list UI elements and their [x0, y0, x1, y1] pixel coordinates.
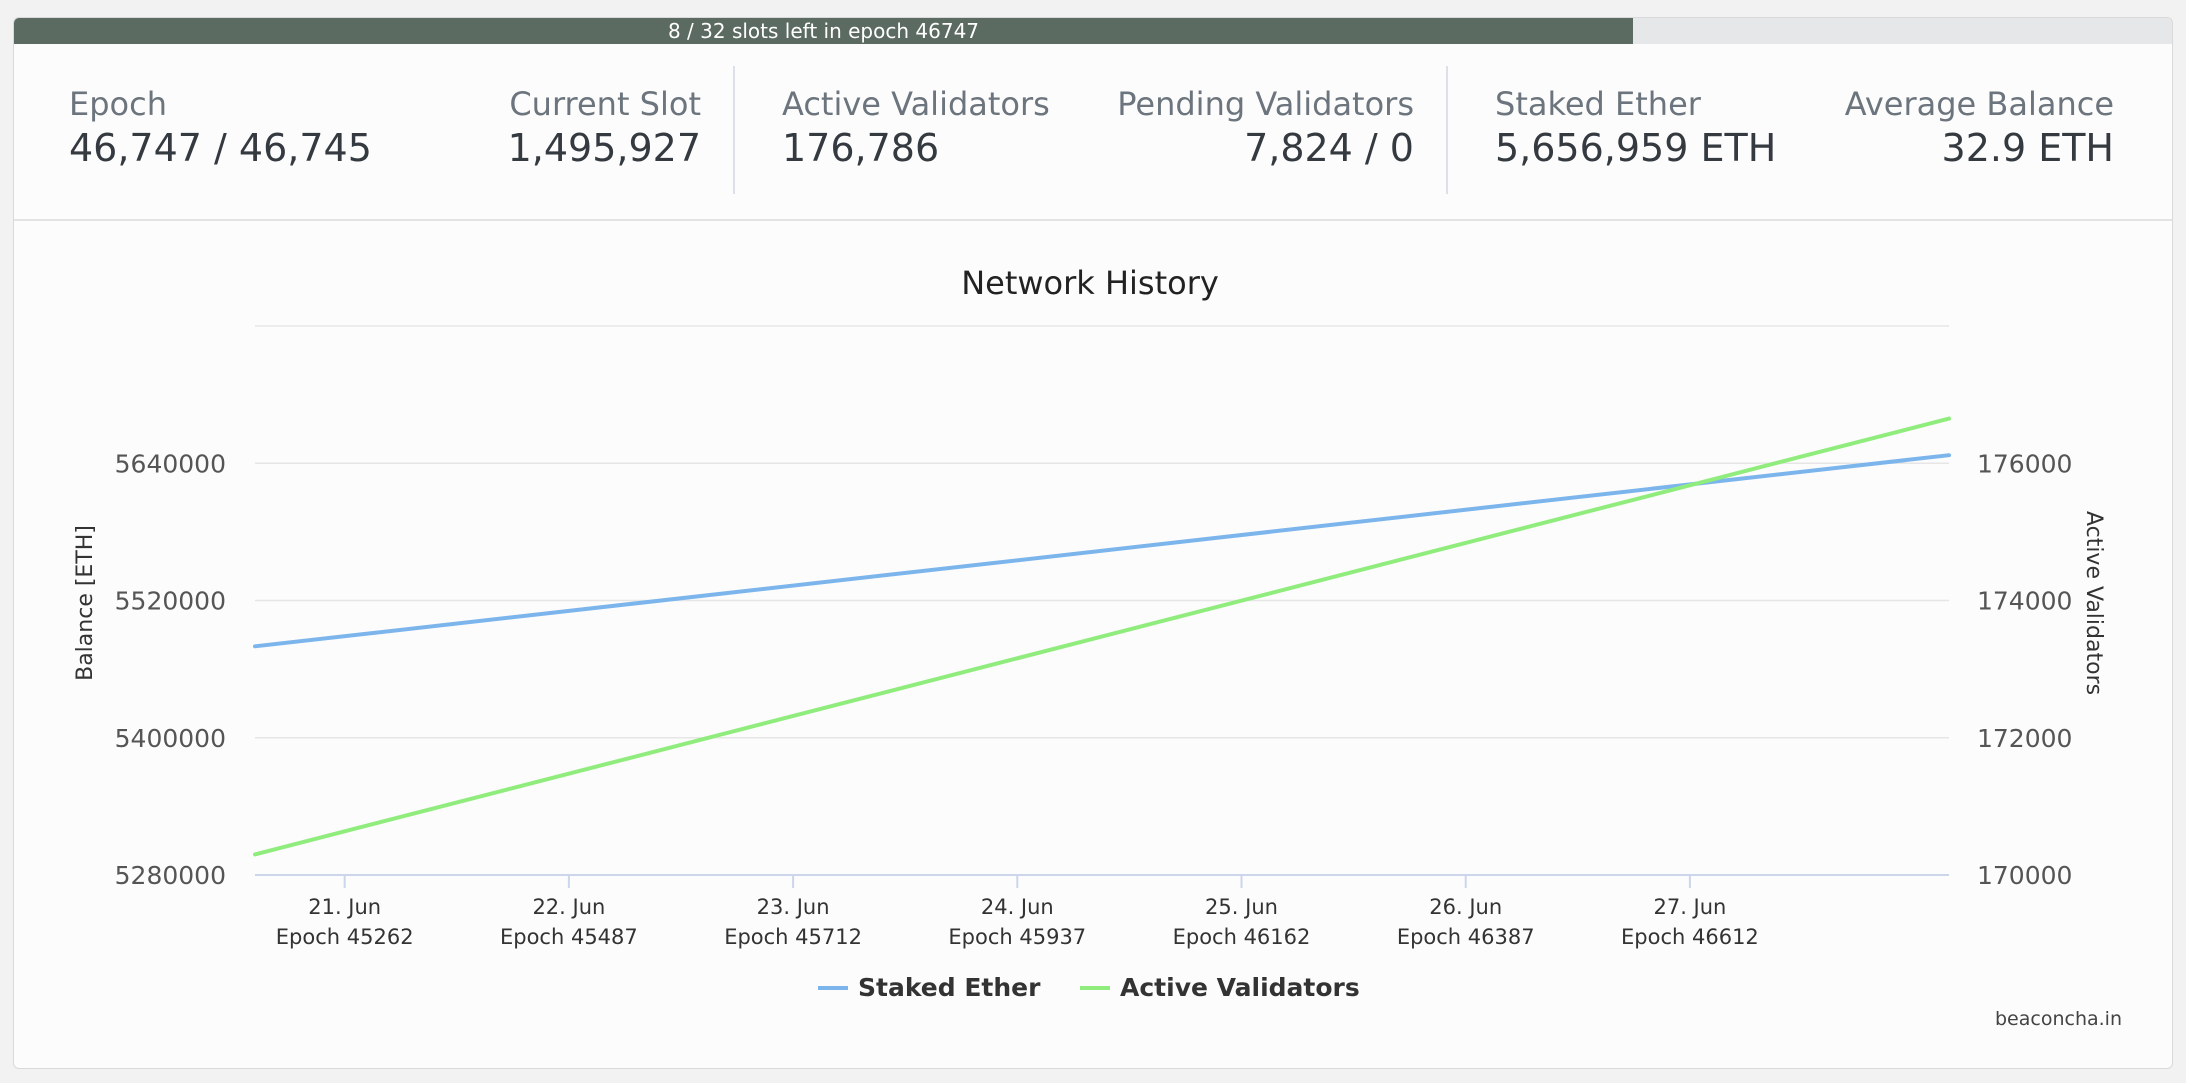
- x-tick-label-date: 24. Jun: [981, 895, 1054, 919]
- stat-active-validators-value: 176,786: [782, 126, 940, 170]
- x-tick-label-epoch: Epoch 45937: [948, 925, 1086, 949]
- stat-average-balance-label: Average Balance: [1844, 85, 2114, 123]
- x-tick-label-date: 26. Jun: [1429, 895, 1502, 919]
- y-axis-left-title: Balance [ETH]: [73, 525, 98, 681]
- y-left-tick-label: 5640000: [115, 449, 226, 478]
- epoch-progress-fill: [14, 18, 1633, 44]
- y-left-tick-label: 5400000: [115, 724, 226, 753]
- stat-active-validators-label: Active Validators: [782, 85, 1050, 123]
- legend-item[interactable]: Active Validators: [1080, 973, 1360, 1002]
- epoch-progress-text: 8 / 32 slots left in epoch 46747: [667, 19, 980, 43]
- stat-average-balance-value: 32.9 ETH: [1941, 126, 2114, 170]
- y-right-tick-label: 172000: [1977, 724, 2072, 753]
- x-tick-label-date: 23. Jun: [757, 895, 830, 919]
- network-card: 8 / 32 slots left in epoch 46747 Epoch 4…: [13, 17, 2173, 1069]
- y-right-tick-label: 170000: [1977, 861, 2072, 890]
- legend-label: Staked Ether: [858, 973, 1041, 1002]
- x-tick-label-epoch: Epoch 46387: [1397, 925, 1535, 949]
- stat-divider: [733, 66, 735, 194]
- stat-current-slot-label: Current Slot: [509, 85, 701, 123]
- stat-average-balance: Average Balance 32.9 ETH: [1845, 84, 2114, 172]
- chart-title: Network History: [961, 264, 1219, 302]
- stats-row: Epoch 46,747 / 46,745 Current Slot 1,495…: [14, 44, 2172, 221]
- stat-epoch-value: 46,747 / 46,745: [69, 126, 372, 170]
- epoch-progress-bar: 8 / 32 slots left in epoch 46747: [14, 18, 2172, 44]
- y-right-tick-label: 174000: [1977, 587, 2072, 616]
- x-tick-label-date: 22. Jun: [532, 895, 605, 919]
- x-tick-label-date: 25. Jun: [1205, 895, 1278, 919]
- stat-staked-ether-label: Staked Ether: [1495, 85, 1701, 123]
- y-right-tick-label: 176000: [1977, 449, 2072, 478]
- stat-epoch-label: Epoch: [69, 85, 167, 123]
- stat-staked-ether-value: 5,656,959 ETH: [1495, 126, 1777, 170]
- x-tick-label-epoch: Epoch 45487: [500, 925, 638, 949]
- x-tick-label-epoch: Epoch 45262: [276, 925, 414, 949]
- network-history-chart: Network History 5280000 5400000 5520000 564…: [14, 221, 2172, 1068]
- x-tick-label-epoch: Epoch 46162: [1173, 925, 1311, 949]
- y-axis-right-title: Active Validators: [2081, 511, 2106, 695]
- y-left-tick-label: 5280000: [115, 861, 226, 890]
- stat-staked-ether: Staked Ether 5,656,959 ETH: [1495, 84, 1776, 172]
- stat-epoch: Epoch 46,747 / 46,745: [69, 84, 372, 172]
- stat-current-slot: Current Slot 1,495,927: [508, 84, 701, 172]
- stat-pending-validators: Pending Validators 7,824 / 0: [1117, 84, 1414, 172]
- x-tick-label-date: 27. Jun: [1653, 895, 1726, 919]
- series-line-staked-ether: [253, 453, 1951, 649]
- series-line-active-validators: [253, 416, 1951, 857]
- y-left-tick-label: 5520000: [115, 587, 226, 616]
- legend-item[interactable]: Staked Ether: [818, 973, 1041, 1002]
- chart-svg: Network History 5280000 5400000 5520000 564…: [73, 264, 2106, 1002]
- legend-label: Active Validators: [1120, 973, 1360, 1002]
- stat-active-validators: Active Validators 176,786: [782, 84, 1050, 172]
- stat-pending-validators-value: 7,824 / 0: [1244, 126, 1414, 170]
- stat-divider: [1446, 66, 1448, 194]
- x-tick-label-epoch: Epoch 45712: [724, 925, 862, 949]
- chart-credit[interactable]: beaconcha.in: [1995, 1008, 2122, 1030]
- stat-current-slot-value: 1,495,927: [507, 126, 701, 170]
- x-tick-label-epoch: Epoch 46612: [1621, 925, 1759, 949]
- stat-pending-validators-label: Pending Validators: [1117, 85, 1414, 123]
- x-tick-label-date: 21. Jun: [308, 895, 381, 919]
